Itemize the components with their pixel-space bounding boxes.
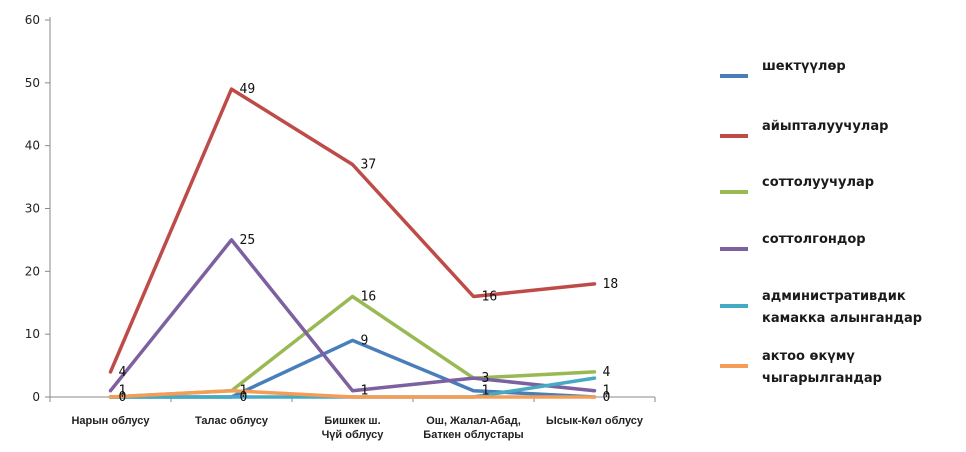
data-label: 25 <box>240 233 256 248</box>
data-label: 0 <box>240 390 248 405</box>
data-label: 49 <box>240 82 256 97</box>
x-category-label-line: Нарын облусу <box>71 415 150 427</box>
x-category-label-line: Чүй облусу <box>322 429 385 441</box>
y-tick-label: 0 <box>32 390 40 404</box>
legend-entry-line: соттолгондор <box>762 232 866 247</box>
chart-legend: шектүүлөр айыпталуучулар соттолуучулар сотт… <box>720 59 922 386</box>
x-category-label: Нарын облусу <box>71 415 150 427</box>
y-tick-label: 30 <box>25 202 40 216</box>
legend-entry-line: камакка алынгандар <box>762 311 922 326</box>
x-category-label: Ысык-Көл облусу <box>546 415 644 427</box>
series-lines <box>108 87 597 399</box>
y-tick-label: 60 <box>25 13 40 27</box>
legend-entry: соттолуучулар <box>762 175 874 190</box>
legend-entry-line: шектүүлөр <box>762 59 846 74</box>
y-tick-label: 20 <box>25 264 40 278</box>
data-label: 16 <box>361 289 377 304</box>
legend-entry-line: актоо өкүмү <box>762 349 855 364</box>
legend-entry-line: соттолуучулар <box>762 175 874 190</box>
x-category-label-line: Ош, Жалал-Абад, <box>426 415 521 427</box>
data-label: 4 <box>603 365 611 380</box>
data-label: 1 <box>361 384 369 399</box>
data-label: 16 <box>482 289 498 304</box>
x-category-label-line: Талас облусу <box>195 415 269 427</box>
legend-entry: административдик камакка алынгандар <box>762 289 922 326</box>
data-label: 9 <box>361 333 369 348</box>
x-category-label-line: Ысык-Көл облусу <box>546 415 644 427</box>
legend-entry-line: чыгарылгандар <box>762 371 882 386</box>
data-label: 18 <box>603 277 619 292</box>
legend-entry: шектүүлөр <box>762 59 846 74</box>
y-tick-label: 10 <box>25 327 40 341</box>
x-category-label: Талас облусу <box>195 415 269 427</box>
x-category-label-line: Баткен облустары <box>423 429 523 441</box>
y-tick-label: 40 <box>25 139 40 153</box>
y-tick-label: 50 <box>25 76 40 90</box>
series-line-3 <box>108 238 597 393</box>
data-label: 1 <box>482 384 490 399</box>
data-label: 0 <box>603 390 611 405</box>
data-label: 4 <box>119 365 127 380</box>
x-category-label-line: Бишкек ш. <box>324 415 380 427</box>
data-label: 3 <box>482 371 490 386</box>
x-category-label: Ош, Жалал-Абад, Баткен облустары <box>423 415 523 441</box>
data-label: 1 <box>119 384 127 399</box>
x-category-label: Бишкек ш. Чүй облусу <box>322 415 385 441</box>
legend-entry-line: административдик <box>762 289 906 304</box>
legend-entry: айыпталуучулар <box>762 119 888 134</box>
legend-entry: соттолгондор <box>762 232 866 247</box>
data-label: 37 <box>361 158 377 173</box>
data-label: 0 <box>119 390 127 405</box>
data-label: 1 <box>603 384 611 399</box>
series-line-5 <box>108 388 597 399</box>
series-line-1 <box>108 87 597 374</box>
legend-entry: актоо өкүмү чыгарылгандар <box>762 349 882 386</box>
data-label: 1 <box>240 384 248 399</box>
legend-entry-line: айыпталуучулар <box>762 119 888 134</box>
